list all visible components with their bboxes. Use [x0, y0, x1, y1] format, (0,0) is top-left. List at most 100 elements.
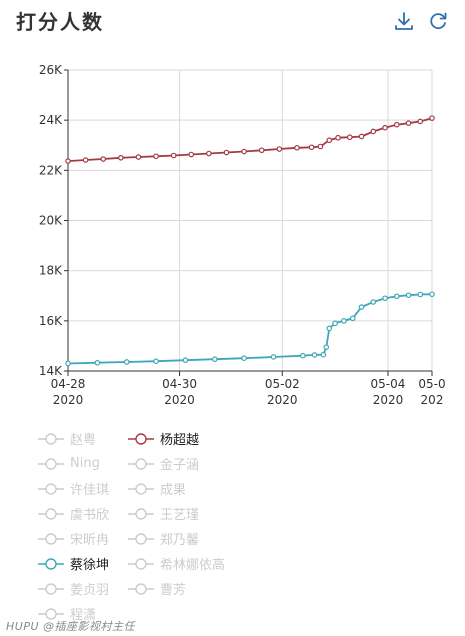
data-point	[270, 354, 277, 360]
legend-item[interactable]: 宋昕冉	[38, 528, 128, 549]
x-tick-label: 04-30	[162, 377, 197, 391]
legend-label: Ning	[70, 456, 100, 471]
data-point	[170, 152, 177, 159]
data-point	[393, 121, 400, 128]
legend-marker-icon	[38, 457, 64, 470]
chart-title: 打分人数	[16, 10, 104, 34]
data-point	[182, 357, 189, 364]
data-point	[332, 320, 338, 327]
data-point	[153, 153, 159, 160]
y-tick-label: 14K	[39, 364, 63, 378]
legend-label: 程潇	[70, 608, 97, 623]
x-tick-year-label: 2020	[267, 393, 298, 407]
download-icon[interactable]	[393, 10, 415, 32]
legend-label: 王艺瑾	[160, 508, 200, 523]
data-point	[135, 154, 142, 160]
data-point	[429, 115, 435, 121]
series-line-1	[67, 117, 433, 162]
x-tick-label: 04-28	[51, 377, 86, 391]
x-tick-year-label: 2020	[164, 393, 195, 407]
data-point	[382, 124, 388, 131]
data-point	[358, 133, 365, 140]
legend-marker-icon	[38, 557, 64, 570]
chart-legend: 赵粤 杨超越 Ning 金子涵许佳琪 成果虞书欣 王艺瑾宋昕冉 郑乃馨蔡徐坤 希林娜依高姜贞羽…	[38, 428, 458, 624]
data-point	[100, 156, 107, 162]
data-point	[188, 151, 195, 158]
data-point	[405, 292, 412, 299]
data-point	[258, 147, 265, 154]
legend-item[interactable]: 赵粤	[38, 428, 128, 449]
legend-item[interactable]: 姜贞羽	[38, 578, 128, 599]
data-point	[317, 143, 324, 150]
y-tick-label: 22K	[39, 163, 63, 177]
legend-marker-icon	[38, 582, 64, 595]
legend-marker-icon	[128, 457, 154, 470]
data-point	[94, 359, 101, 366]
series-line-2	[67, 293, 433, 365]
legend-label: 希林娜依高	[160, 558, 226, 573]
data-point	[405, 120, 412, 126]
legend-item[interactable]: 成果	[128, 478, 258, 499]
legend-item[interactable]: 蔡徐坤	[38, 553, 128, 574]
legend-marker-icon	[128, 532, 154, 545]
legend-label: 赵粤	[70, 433, 97, 448]
legend-label: 宋昕冉	[70, 533, 110, 548]
data-point	[311, 352, 318, 358]
legend-marker-icon	[38, 507, 64, 520]
data-point	[300, 352, 306, 359]
data-point	[276, 146, 283, 152]
legend-marker-icon	[128, 432, 154, 445]
legend-item[interactable]: 程潇	[38, 603, 128, 624]
data-point	[349, 315, 356, 322]
y-tick-label: 16K	[39, 314, 63, 328]
chart-toolbar	[393, 10, 449, 32]
legend-item[interactable]: 王艺瑾	[128, 503, 258, 524]
legend-item[interactable]: 杨超越	[128, 428, 258, 449]
legend-marker-icon	[128, 582, 154, 595]
x-tick-year-label: 202	[421, 393, 444, 407]
data-point	[323, 344, 330, 350]
x-tick-label: 05-04	[371, 377, 406, 391]
data-point	[341, 318, 347, 324]
refresh-icon[interactable]	[427, 10, 449, 32]
watermark: HUPU @插座影视村主任	[6, 620, 136, 633]
data-point	[382, 295, 388, 302]
data-point	[211, 356, 218, 363]
legend-marker-icon	[38, 482, 64, 495]
legend-label: 郑乃馨	[160, 533, 200, 548]
data-point	[417, 291, 424, 298]
legend-label: 成果	[160, 483, 187, 498]
data-point	[123, 359, 130, 365]
legend-item[interactable]: 希林娜依高	[128, 553, 258, 574]
legend-marker-icon	[38, 607, 64, 620]
data-point	[223, 149, 230, 156]
data-point	[417, 118, 424, 125]
x-tick-label: 05-02	[265, 377, 300, 391]
data-point	[241, 148, 247, 155]
data-point	[326, 137, 333, 144]
legend-marker-icon	[38, 532, 64, 545]
legend-item[interactable]: 金子涵	[128, 453, 258, 474]
y-tick-label: 26K	[39, 63, 63, 77]
data-point	[335, 134, 341, 141]
y-tick-label: 18K	[39, 264, 63, 278]
line-chart: 14K 16K 18K 20K 22K 24K 26K 04-28 2020 04-30 2020 0…	[39, 63, 446, 407]
x-tick-label: 05-0	[418, 377, 445, 391]
legend-item[interactable]: 虞书欣	[38, 503, 128, 524]
data-point	[294, 144, 300, 151]
legend-item[interactable]: Ning	[38, 453, 128, 474]
data-point	[326, 325, 333, 332]
legend-label: 杨超越	[160, 433, 200, 448]
data-point	[370, 128, 377, 135]
data-point	[308, 144, 315, 151]
legend-marker-icon	[128, 482, 154, 495]
legend-item[interactable]: 曹芳	[128, 578, 258, 599]
legend-label: 许佳琪	[70, 483, 110, 498]
y-tick-label: 24K	[39, 113, 63, 127]
legend-item[interactable]: 郑乃馨	[128, 528, 258, 549]
data-point	[241, 355, 247, 362]
data-point	[82, 157, 89, 163]
legend-item[interactable]: 许佳琪	[38, 478, 128, 499]
data-point	[347, 134, 353, 141]
x-tick-year-label: 2020	[373, 393, 404, 407]
